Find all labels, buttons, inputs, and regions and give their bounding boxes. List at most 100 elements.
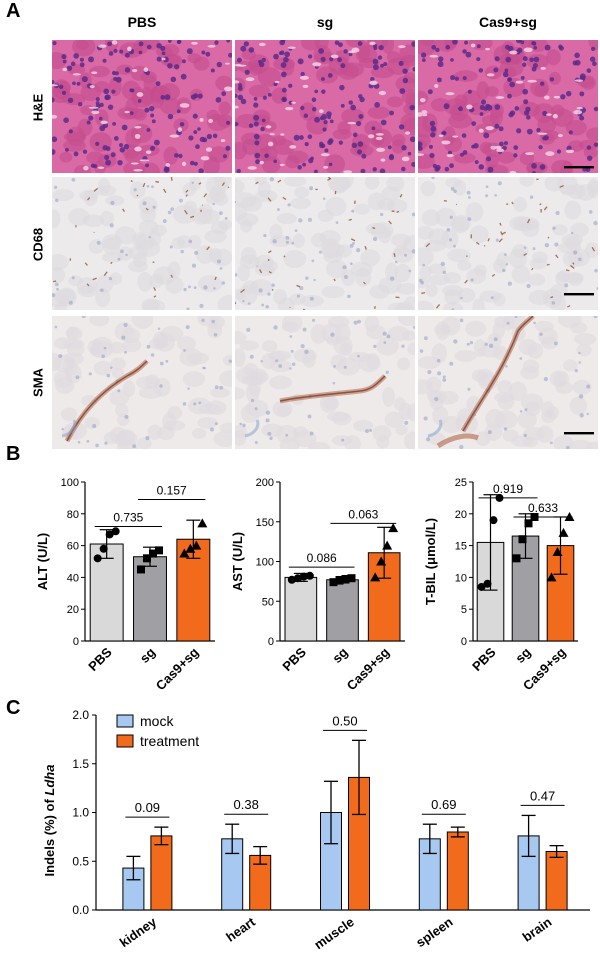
sinusoid-space — [523, 47, 533, 53]
tissue-cell — [453, 70, 478, 82]
cell-nucleus — [522, 62, 527, 67]
cell-nucleus — [119, 143, 124, 148]
sinusoid-space — [553, 95, 561, 99]
cell-nucleus — [250, 398, 255, 403]
cell-nucleus — [216, 61, 222, 68]
cd68-positive-cell — [570, 264, 575, 269]
cell-nucleus — [533, 45, 538, 50]
tissue-cell — [588, 40, 598, 50]
sinusoid-space — [289, 145, 297, 149]
tissue-cell — [138, 196, 158, 215]
cell-nucleus — [66, 65, 73, 71]
sinusoid-space — [557, 134, 563, 138]
tissue-cell — [248, 62, 263, 76]
y-tick-label: 60 — [67, 541, 79, 553]
cell-nucleus — [430, 132, 436, 138]
cell-nucleus — [449, 163, 454, 169]
tissue-cell — [281, 316, 303, 333]
tissue-cell — [574, 332, 597, 346]
cell-nucleus — [183, 349, 186, 352]
cell-nucleus — [449, 361, 454, 366]
tissue-cell — [122, 108, 146, 120]
cell-nucleus — [372, 236, 378, 242]
p-value-label: 0.09 — [135, 800, 160, 815]
cell-nucleus — [272, 239, 277, 244]
cell-nucleus — [164, 166, 170, 172]
cell-nucleus — [505, 365, 508, 368]
tissue-cell — [394, 263, 411, 283]
micrograph-cd68-0 — [52, 177, 232, 310]
cell-nucleus — [164, 94, 171, 101]
cell-nucleus — [178, 153, 183, 159]
cell-nucleus — [219, 211, 223, 216]
tissue-cell — [111, 367, 125, 379]
tissue-cell — [218, 101, 231, 116]
cd68-positive-cell — [567, 305, 571, 308]
y-tick-label: 1.0 — [72, 806, 89, 820]
tissue-cell — [418, 247, 434, 267]
cell-nucleus — [124, 52, 130, 58]
tissue-cell — [484, 86, 499, 97]
cell-nucleus — [471, 121, 477, 126]
cell-nucleus — [95, 443, 99, 448]
cell-nucleus — [52, 136, 58, 143]
tissue-cell — [122, 380, 136, 398]
cell-nucleus — [188, 239, 193, 244]
tissue-cell — [210, 387, 230, 398]
tissue-cell — [391, 233, 412, 247]
tissue-cell — [52, 189, 75, 202]
tissue-cell — [541, 410, 556, 424]
cell-nucleus — [167, 210, 172, 215]
cell-nucleus — [470, 278, 474, 282]
cell-nucleus — [538, 145, 543, 150]
cell-nucleus — [271, 283, 275, 287]
cell-nucleus — [198, 401, 202, 405]
sinusoid-space — [279, 163, 285, 167]
cell-nucleus — [300, 71, 305, 77]
cell-nucleus — [159, 384, 163, 388]
tissue-cell — [484, 423, 503, 441]
sinusoid-space — [208, 118, 213, 123]
cd68-positive-cell — [235, 300, 237, 305]
tissue-cell — [152, 331, 168, 350]
cell-nucleus — [520, 40, 525, 45]
cell-nucleus — [152, 205, 156, 209]
cell-nucleus — [262, 95, 267, 100]
cell-nucleus — [398, 124, 405, 130]
tissue-cell — [144, 374, 160, 390]
cd68-positive-cell — [296, 284, 301, 288]
legend-swatch-treatment — [116, 734, 134, 748]
cell-nucleus — [390, 276, 395, 281]
tissue-cell — [326, 411, 350, 422]
tissue-cell — [60, 407, 78, 422]
cell-nucleus — [146, 128, 151, 132]
tissue-cell — [454, 350, 478, 362]
cd68-positive-cell — [511, 201, 514, 205]
cell-nucleus — [430, 125, 437, 132]
tissue-cell — [502, 429, 519, 442]
cell-nucleus — [56, 287, 59, 291]
tissue-cell — [418, 90, 429, 106]
data-point-circle — [111, 527, 120, 536]
cell-nucleus — [471, 144, 476, 149]
tissue-cell — [52, 267, 66, 283]
cell-nucleus — [174, 153, 179, 158]
cd68-positive-cell — [221, 182, 225, 187]
tissue-cell — [120, 327, 141, 344]
tissue-cell — [393, 245, 408, 256]
sinusoid-space — [466, 104, 473, 110]
tissue-cell — [352, 419, 374, 432]
scale-bar — [564, 432, 594, 435]
cell-nucleus — [287, 203, 291, 207]
tissue-cell — [321, 285, 345, 298]
data-point-circle — [93, 554, 102, 563]
cell-nucleus — [72, 81, 76, 86]
bar-treatment-spleen — [446, 831, 469, 911]
cd68-positive-cell — [550, 296, 554, 299]
sinusoid-space — [375, 132, 384, 136]
cell-nucleus — [422, 263, 425, 267]
cell-nucleus — [264, 153, 269, 158]
cell-nucleus — [448, 238, 453, 242]
tissue-cell — [290, 197, 311, 210]
cell-nucleus — [479, 112, 484, 116]
